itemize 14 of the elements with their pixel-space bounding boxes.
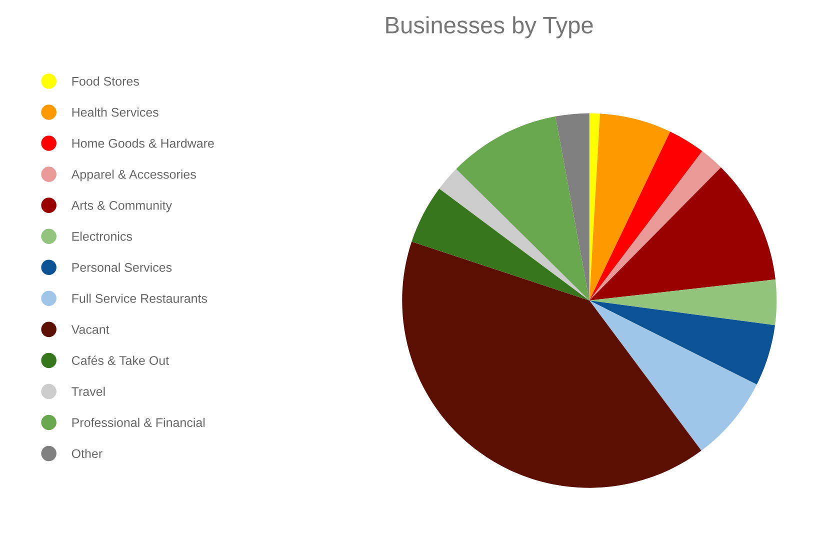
legend-label: Professional & Financial bbox=[72, 418, 205, 428]
chart-title: Businesses by Type bbox=[386, 16, 593, 38]
legend-label: Electronics bbox=[72, 232, 132, 241]
legend-label: Arts & Community bbox=[71, 200, 172, 212]
legend-label: Other bbox=[72, 448, 102, 458]
legend-label: Vacant bbox=[71, 325, 110, 334]
legend-label: Full Service Restaurants bbox=[72, 294, 208, 303]
legend-label: Health Services bbox=[72, 108, 158, 117]
legend-label: Travel bbox=[72, 386, 105, 396]
legend-label: Apparel & Accessories bbox=[71, 170, 196, 182]
legend-label: Cafés & Take Out bbox=[72, 356, 169, 365]
legend-label: Food Stores bbox=[72, 76, 139, 86]
legend-label: Home Goods & Hardware bbox=[72, 138, 214, 148]
legend-label: Personal Services bbox=[72, 262, 172, 272]
